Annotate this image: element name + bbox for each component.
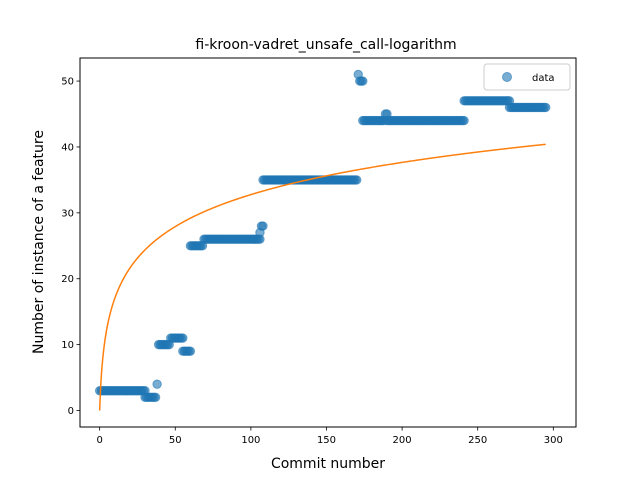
y-axis-label: Number of instance of a feature	[31, 130, 47, 354]
y-tick-label: 40	[61, 142, 74, 153]
data-point	[541, 102, 551, 113]
data-point	[459, 115, 469, 126]
axes-frame	[79, 57, 577, 428]
chart-title: fi-kroon-vadret_unsafe_call-logarithm	[195, 37, 456, 53]
axes-ticks: 0 50 100 150 200 250 300 0 10 20 30 40 50	[61, 77, 563, 446]
y-tick-label: 20	[61, 274, 74, 285]
legend-box	[483, 63, 571, 91]
y-tick-label: 30	[61, 208, 74, 219]
fit-line	[98, 143, 546, 411]
x-tick-label: 150	[317, 435, 336, 446]
data-point	[352, 175, 362, 185]
data-point	[152, 379, 162, 389]
data-point	[358, 76, 368, 86]
data-point	[150, 392, 161, 403]
y-tick-label: 50	[61, 77, 74, 88]
y-tick-label: 0	[68, 406, 74, 417]
x-tick-label: 300	[544, 435, 563, 446]
legend-marker-data	[502, 72, 512, 82]
data-point	[178, 333, 188, 343]
x-tick-label: 100	[241, 435, 260, 446]
data-point	[258, 221, 268, 231]
legend-label-data: data	[532, 73, 555, 84]
x-tick-label: 50	[169, 435, 182, 446]
plot-area	[94, 69, 551, 411]
x-tick-label: 0	[96, 435, 102, 446]
x-tick-label: 200	[393, 435, 412, 446]
y-tick-label: 10	[61, 340, 74, 351]
data-point	[185, 346, 196, 356]
legend: data	[483, 63, 571, 91]
x-axis-label: Commit number	[271, 456, 385, 472]
x-tick-label: 250	[468, 435, 487, 446]
